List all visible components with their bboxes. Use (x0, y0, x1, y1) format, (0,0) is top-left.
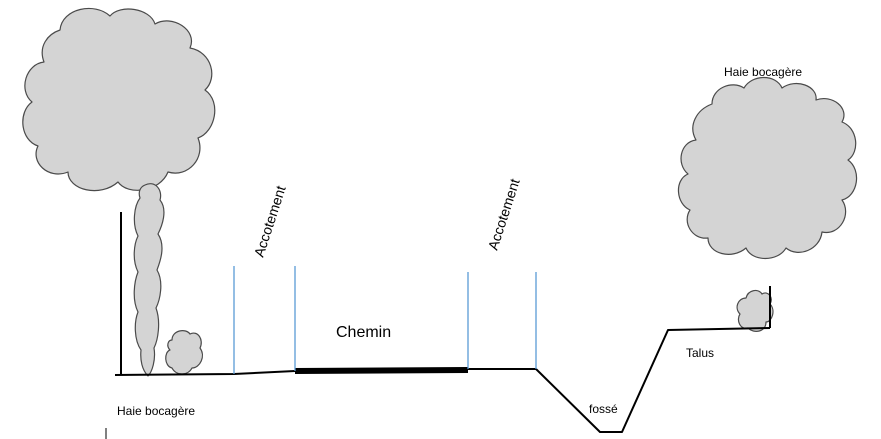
ground-profile (114, 327, 771, 433)
left-small-bush (165, 330, 204, 375)
left-tree-crown (22, 7, 216, 192)
right-tree-crown (677, 76, 858, 260)
label-verge-right: Accotement (485, 177, 523, 252)
label-hedge-top-right: Haie bocagère (724, 65, 802, 79)
label-verge-left: Accotement (251, 184, 289, 259)
label-hedge-bottom-left: Haie bocagère (117, 404, 195, 418)
label-ditch: fossé (589, 402, 618, 416)
left-columnar-shrub (133, 183, 165, 377)
label-path: Chemin (336, 324, 391, 341)
path-surface (294, 367, 469, 374)
label-embankment: Talus (686, 346, 714, 360)
right-small-bush (736, 289, 774, 332)
